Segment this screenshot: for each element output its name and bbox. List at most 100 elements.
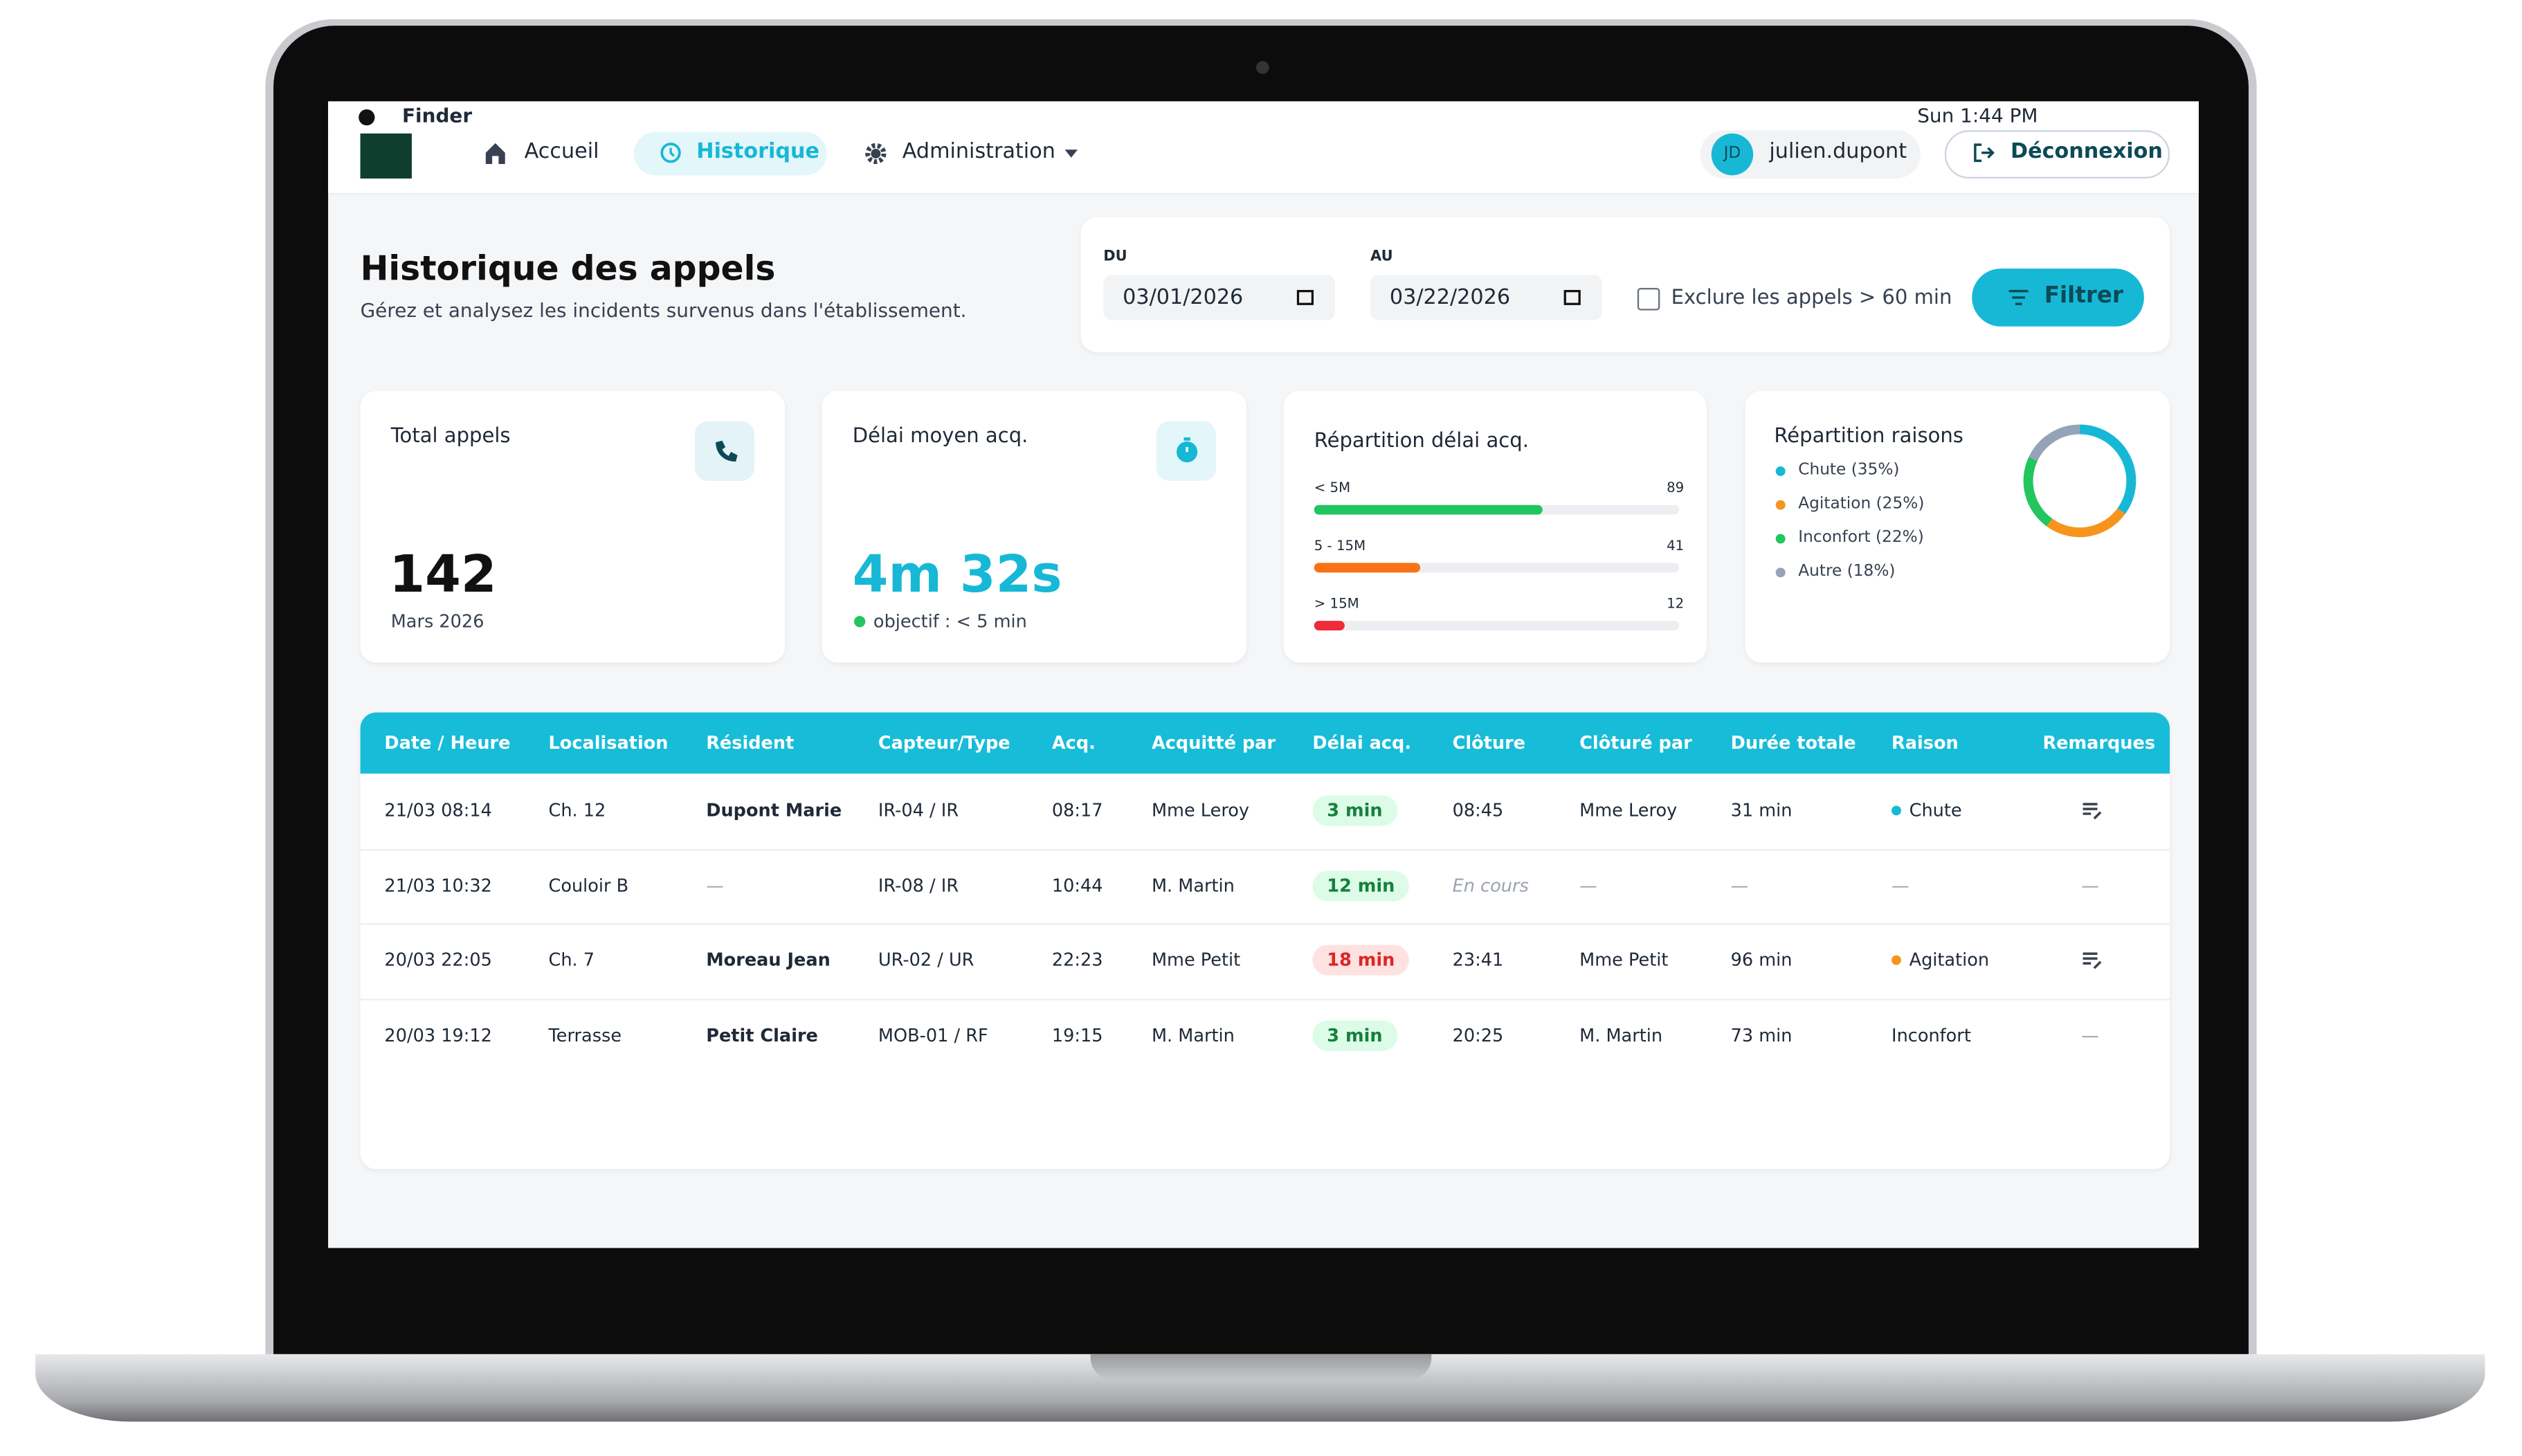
- table-cell: IR-04 / IR: [878, 800, 959, 821]
- bar: [1314, 504, 1543, 515]
- total-card: Total appels 142 Mars 2026: [360, 390, 786, 663]
- apple-icon: [359, 109, 375, 126]
- table-cell: 96 min: [1730, 950, 1793, 972]
- icon-path: [2083, 953, 2102, 970]
- bar-label: > 15M: [1314, 597, 1359, 613]
- legend-dot: [1775, 500, 1786, 510]
- table-cell: 22:23: [1051, 950, 1103, 972]
- bar-label: 5 - 15M: [1314, 538, 1366, 555]
- table-cell: M. Martin: [1151, 1025, 1235, 1046]
- filter-icon: [2008, 289, 2029, 305]
- table-cell: 20/03 22:05: [384, 950, 492, 972]
- table-cell: 21/03 08:14: [384, 800, 492, 821]
- table-cell: Inconfort: [1891, 1025, 1971, 1046]
- column-header: Capteur/Type: [878, 732, 1010, 754]
- phone-icon: [716, 440, 738, 462]
- reasons-card: Répartition raisons Chute (35%) Agitation…: [1745, 390, 2170, 663]
- navbar: Accueil Historique Administration JD jul…: [328, 130, 2199, 195]
- bar: [1314, 563, 1420, 573]
- menubar: Finder Sun 1:44 PM: [328, 101, 2199, 131]
- reason-dot: [1891, 806, 1901, 816]
- from-label: DU: [1103, 249, 1127, 266]
- legend-label: Inconfort (22%): [1798, 529, 1924, 547]
- column-header: Remarques: [2042, 732, 2156, 754]
- legend-label: Autre (18%): [1798, 563, 1896, 581]
- nav-item[interactable]: Accueil: [524, 140, 599, 165]
- donut-segment: [2047, 508, 2125, 538]
- table-cell: Mme Leroy: [1579, 800, 1678, 821]
- clock: Sun 1:44 PM: [1917, 104, 2038, 127]
- logout-label[interactable]: Déconnexion: [2010, 140, 2163, 165]
- table-cell: Ch. 12: [548, 800, 606, 821]
- table-cell: Couloir B: [548, 875, 629, 896]
- logout-icon: [1974, 143, 1995, 163]
- checkbox[interactable]: [1637, 287, 1660, 311]
- to-date[interactable]: 03/22/2026: [1389, 286, 1511, 311]
- exclude-label[interactable]: Exclure les appels > 60 min: [1671, 284, 1952, 309]
- filter-button[interactable]: Filtrer: [1972, 269, 2144, 327]
- status-dot: [854, 616, 866, 628]
- from-input[interactable]: 03/01/2026: [1103, 275, 1335, 320]
- column-header: Raison: [1891, 732, 1959, 754]
- table-cell: M. Martin: [1579, 1025, 1663, 1046]
- nav-item[interactable]: Historique: [696, 140, 820, 165]
- filter-label[interactable]: Filtrer: [2044, 283, 2124, 309]
- table-cell: 19:15: [1051, 1025, 1103, 1046]
- remark-icon: [2083, 953, 2102, 970]
- table-cell: Mme Petit: [1579, 950, 1669, 972]
- period: Mars 2026: [390, 611, 484, 633]
- icon-box: [694, 421, 754, 481]
- card-label: Total appels: [390, 423, 511, 448]
- table-cell: Mme Leroy: [1151, 800, 1250, 821]
- legend-dot: [1775, 567, 1786, 578]
- row-divider: [360, 848, 2170, 850]
- page-subtitle: Gérez et analysez les incidents survenus…: [360, 299, 967, 322]
- to-input[interactable]: 03/22/2026: [1370, 275, 1602, 320]
- notch: [1090, 1354, 1432, 1380]
- table-cell: 18 min: [1312, 945, 1410, 976]
- card-title: Répartition raisons: [1774, 423, 1963, 448]
- donut-segment: [2079, 424, 2137, 514]
- table-cell: —: [1730, 875, 1749, 896]
- camera: [1256, 61, 1269, 74]
- screen: Finder Sun 1:44 PM Accueil Historique Ad…: [328, 101, 2199, 1248]
- legend-label: Agitation (25%): [1798, 495, 1925, 513]
- table-cell: 08:17: [1051, 800, 1103, 821]
- column-header: Clôturé par: [1579, 732, 1692, 754]
- page-title: Historique des appels: [360, 249, 776, 288]
- column-header: Acq.: [1051, 732, 1096, 754]
- gear-icon: [865, 143, 887, 165]
- table-cell: Chute: [1909, 800, 1962, 821]
- table-cell: 12 min: [1312, 870, 1410, 901]
- row-divider: [360, 999, 2170, 1001]
- table-cell: IR-08 / IR: [878, 875, 959, 896]
- logo[interactable]: [360, 133, 412, 179]
- column-header: Acquitté par: [1151, 732, 1276, 754]
- table-cell: —: [2081, 875, 2099, 896]
- app-name: Finder: [402, 104, 473, 127]
- username: julien.dupont: [1769, 140, 1907, 165]
- table-cell: MOB-01 / RF: [878, 1025, 988, 1046]
- table-card: Date / Heure Localisation Résident Capteur/…: [360, 712, 2170, 1170]
- from-date[interactable]: 03/01/2026: [1123, 286, 1244, 311]
- table-cell: UR-02 / UR: [878, 950, 974, 972]
- column-header: Résident: [706, 732, 795, 754]
- nav-item[interactable]: Administration: [902, 140, 1055, 165]
- table-cell: Mme Petit: [1151, 950, 1241, 972]
- card-title: Répartition délai acq.: [1314, 428, 1529, 453]
- donut-segment: [2023, 457, 2053, 527]
- nav-active-pill[interactable]: [633, 131, 827, 176]
- total-value: 142: [389, 543, 497, 605]
- column-header: Date / Heure: [384, 732, 511, 754]
- row-divider: [360, 923, 2170, 926]
- bar-value: 41: [1667, 538, 1685, 555]
- filter-panel: DU 03/01/2026 AU 03/22/2026 Exclure les …: [1080, 217, 2170, 352]
- table-cell: —: [1891, 875, 1909, 896]
- table-cell: Moreau Jean: [706, 950, 831, 972]
- table-cell: —: [2081, 1025, 2099, 1046]
- table-cell: 23:41: [1452, 950, 1504, 972]
- logout-button[interactable]: [1944, 130, 2170, 179]
- card-label: Délai moyen acq.: [852, 423, 1028, 448]
